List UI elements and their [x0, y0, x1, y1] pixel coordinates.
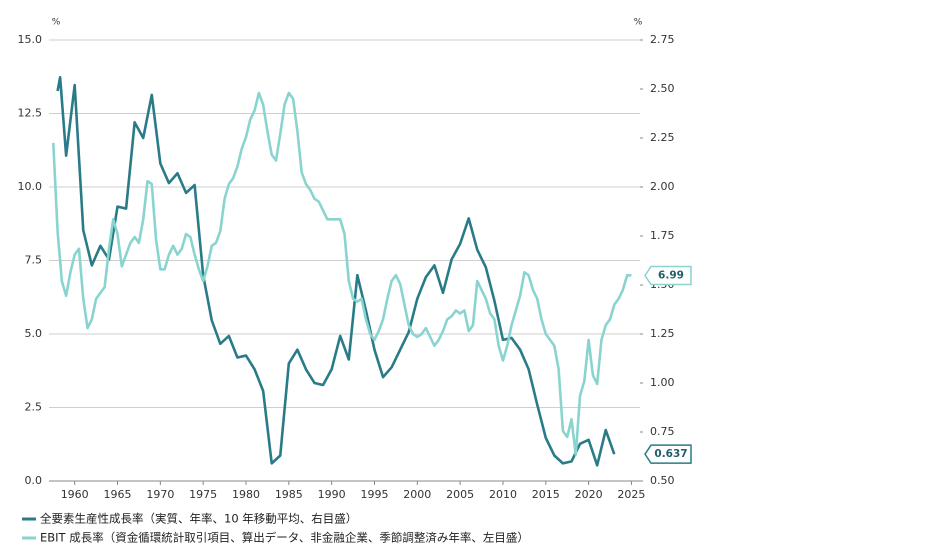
y-tick-label: 2.5 [25, 401, 43, 414]
series-line [56, 75, 616, 467]
end-label-box [644, 444, 692, 464]
y2-tick-label: 2.00 [650, 180, 675, 193]
y-tick-label: 15.0 [18, 33, 43, 46]
x-tick-label: 1980 [232, 488, 260, 501]
end-label: 0.637 [654, 448, 687, 460]
y-tick-label: 5.0 [25, 327, 43, 340]
x-tick-label: 1985 [275, 488, 303, 501]
y-tick-label: 0.0 [25, 474, 43, 487]
y-unit: % [52, 18, 61, 28]
y2-tick-label: 2.50 [650, 82, 675, 95]
y2-unit: % [634, 18, 643, 28]
x-tick-label: 2000 [403, 488, 431, 501]
y-tick-label: 12.5 [18, 107, 43, 120]
y2-tick-label: 1.25 [650, 327, 675, 340]
legend-label: 全要素生産性成長率（実質、年率、10 年移動平均、右目盛） [40, 512, 357, 526]
y2-tick-label: 2.25 [650, 131, 675, 144]
y2-tick-label: 0.50 [650, 474, 675, 487]
x-tick-label: 1970 [146, 488, 174, 501]
x-tick-label: 2005 [446, 488, 474, 501]
x-tick-label: 1960 [61, 488, 89, 501]
x-tick-label: 2025 [617, 488, 645, 501]
y-tick-label: 7.5 [25, 254, 43, 267]
x-tick-label: 1965 [104, 488, 132, 501]
series-line [51, 91, 632, 456]
x-tick-label: 1990 [318, 488, 346, 501]
y2-tick-label: 2.75 [650, 33, 675, 46]
legend-label: EBIT 成長率（資金循環統計取引項目、算出データ、非金融企業、季節調整済み年率… [40, 531, 529, 545]
x-tick-label: 2015 [532, 488, 560, 501]
x-tick-label: 1995 [360, 488, 388, 501]
y2-tick-label: 1.75 [650, 229, 675, 242]
x-tick-label: 2020 [575, 488, 603, 501]
y2-tick-label: 0.75 [650, 425, 675, 438]
x-tick-label: 2010 [489, 488, 517, 501]
y-tick-label: 10.0 [18, 180, 43, 193]
y2-tick-label: 1.00 [650, 376, 675, 389]
end-label-box [644, 265, 692, 286]
x-tick-label: 1975 [189, 488, 217, 501]
end-label: 6.99 [658, 269, 684, 281]
